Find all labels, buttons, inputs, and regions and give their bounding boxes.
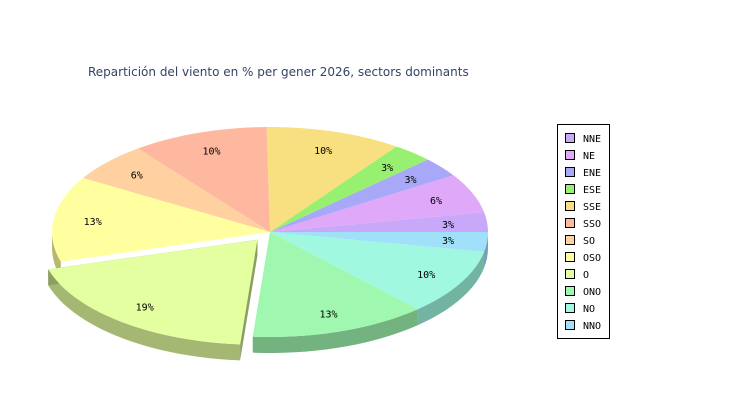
- pie-slice-nne: [270, 212, 488, 232]
- legend-box: [557, 124, 610, 339]
- legend-item-nno: NNO: [565, 320, 601, 332]
- legend-label: SO: [583, 236, 595, 247]
- legend-swatch: [565, 201, 575, 211]
- legend-label: NO: [583, 304, 595, 315]
- legend-item-ese: ESE: [565, 184, 601, 196]
- legend-label: SSE: [583, 202, 601, 213]
- pie-slice-no: [270, 232, 485, 310]
- value-label-no: 10%: [417, 270, 435, 281]
- value-label-ne: 6%: [430, 196, 442, 207]
- pie-slice-side-oso: [52, 232, 61, 278]
- pie-slice-sso: [137, 127, 270, 232]
- legend-item-so: SO: [565, 235, 595, 247]
- value-label-sse: 10%: [314, 146, 332, 157]
- legend-label: SSO: [583, 219, 601, 230]
- legend-item-ne: NE: [565, 150, 595, 162]
- pie-slice-nno: [270, 232, 488, 252]
- legend-label: OSO: [583, 253, 601, 264]
- legend-label: ESE: [583, 185, 601, 196]
- value-label-sso: 10%: [202, 147, 220, 158]
- value-label-o: 19%: [136, 303, 154, 314]
- value-label-nno: 3%: [442, 236, 454, 247]
- value-label-ono: 13%: [319, 309, 337, 320]
- pie-slice-ene: [270, 159, 454, 232]
- pie-slice-ne: [270, 175, 485, 232]
- pie-slice-sse: [266, 127, 397, 232]
- legend-label: NE: [583, 151, 595, 162]
- value-label-ene: 3%: [404, 175, 416, 186]
- legend-item-sso: SSO: [565, 218, 601, 230]
- pie-slice-ono: [252, 232, 418, 337]
- value-label-nne: 3%: [442, 220, 454, 231]
- legend-item-ono: ONO: [565, 286, 601, 298]
- legend-swatch: [565, 303, 575, 313]
- pie-value-labels: 3% 6% 3% 3% 10% 10% 6% 13% 19% 13% 10% 3%: [84, 146, 454, 321]
- legend: NNE NE ENE ESE SSE SSO SO OSO O ONO NO NNO: [557, 124, 610, 339]
- legend-label: ONO: [583, 287, 601, 298]
- legend-swatch: [565, 218, 575, 228]
- legend-item-sse: SSE: [565, 201, 601, 213]
- legend-swatch: [565, 252, 575, 262]
- value-label-ese: 3%: [381, 163, 393, 174]
- legend-label: O: [583, 270, 589, 281]
- pie-slice-o: [48, 239, 258, 345]
- pie-slice-ese: [270, 146, 428, 232]
- legend-swatch: [565, 269, 575, 279]
- legend-swatch: [565, 320, 575, 330]
- legend-label: ENE: [583, 168, 601, 179]
- pie-slice-so: [82, 148, 271, 232]
- legend-label: NNO: [583, 321, 601, 332]
- pie-slice-side-nno: [484, 232, 488, 268]
- legend-swatch: [565, 184, 575, 194]
- legend-swatch: [565, 167, 575, 177]
- legend-item-oso: OSO: [565, 252, 601, 264]
- value-label-so: 6%: [131, 171, 143, 182]
- pie-slice-side-ono: [252, 309, 418, 353]
- legend-item-no: NO: [565, 303, 595, 315]
- legend-item-nne: NNE: [565, 133, 601, 145]
- legend-item-ene: ENE: [565, 167, 601, 179]
- pie-slice-side-no: [417, 251, 485, 326]
- legend-item-o: O: [565, 269, 589, 281]
- legend-swatch: [565, 133, 575, 143]
- legend-swatch: [565, 150, 575, 160]
- legend-swatch: [565, 286, 575, 296]
- value-label-oso: 13%: [84, 217, 102, 228]
- chart-title: Repartición del viento en % per gener 20…: [88, 65, 469, 79]
- pie-slice-oso: [52, 178, 270, 262]
- legend-swatch: [565, 235, 575, 245]
- legend-label: NNE: [583, 134, 601, 145]
- pie-slices: [48, 127, 488, 345]
